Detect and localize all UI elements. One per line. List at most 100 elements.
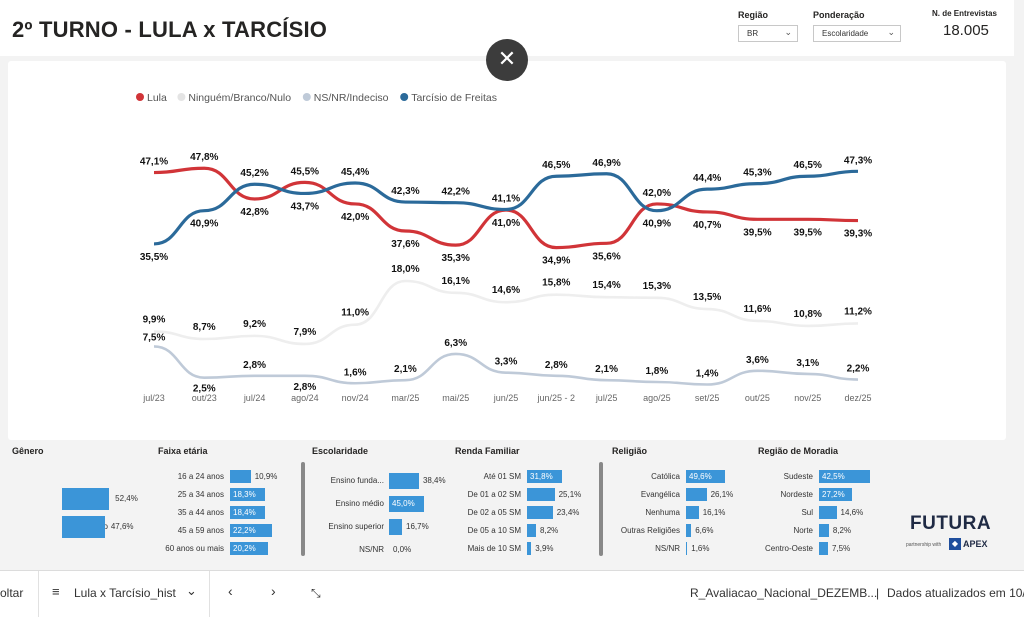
data-label: 40,7% [693, 220, 721, 231]
close-button[interactable]: ✕ [486, 39, 528, 81]
bar[interactable] [819, 542, 828, 555]
series-line-ns-nr-indeciso [153, 345, 859, 386]
bar-category-label: Norte [793, 525, 813, 535]
data-label: 40,9% [190, 219, 218, 230]
bar[interactable] [819, 506, 837, 519]
bar[interactable] [389, 473, 419, 489]
next-page-icon[interactable]: › [271, 583, 276, 599]
x-tick-label: jul/25 [595, 393, 618, 403]
bar[interactable] [230, 470, 251, 483]
chevron-down-icon[interactable]: ⌄ [186, 583, 197, 598]
partnership-text: partnership with [906, 542, 942, 548]
legend-label: NS/NR/Indeciso [314, 92, 389, 104]
bar-category-label: Ensino funda... [330, 476, 384, 485]
bar-value-label: 42,5% [822, 471, 845, 481]
section-title: Faixa etária [158, 446, 208, 456]
bar[interactable] [62, 488, 110, 510]
ponderacao-slicer[interactable]: Escolaridade ⌄ [813, 25, 901, 42]
report-name: R_Avaliacao_Nacional_DEZEMB... [690, 586, 878, 600]
data-label: 45,4% [341, 167, 369, 178]
data-label: 37,6% [391, 239, 419, 250]
series-line-ningu-m-branco-nulo [153, 279, 859, 346]
legend-marker [136, 93, 144, 101]
data-label: 11,6% [744, 304, 772, 315]
data-label: 2,1% [394, 364, 417, 375]
legend-label: Ninguém/Branco/Nulo [188, 92, 291, 104]
x-tick-label: ago/25 [643, 393, 671, 403]
bar[interactable] [527, 488, 555, 501]
bar[interactable] [389, 519, 403, 535]
legend-label: Lula [147, 92, 167, 104]
bar-value-label: 18,3% [233, 489, 256, 499]
data-label: 16,1% [442, 276, 470, 287]
section-title: Região de Moradia [758, 446, 839, 456]
back-button[interactable]: oltar [0, 586, 24, 600]
bar-value-label: 18,4% [233, 507, 256, 517]
bar[interactable] [686, 524, 692, 537]
legend-item: Lula [136, 92, 167, 104]
bar[interactable] [819, 488, 852, 501]
legend-marker [177, 93, 186, 101]
bar-value-label: 10,9% [254, 471, 278, 481]
bar-category-label: Mais de 10 SM [467, 543, 521, 553]
demographics-panel: GêneroFeminino52,4%Masculino47,6%Faixa e… [0, 440, 1014, 566]
bar[interactable] [230, 506, 265, 519]
bar[interactable] [527, 542, 532, 555]
bar-category-label: Centro-Oeste [764, 543, 813, 553]
data-label: 15,4% [592, 280, 620, 291]
bar[interactable] [686, 470, 726, 483]
bar[interactable] [230, 488, 265, 501]
x-tick-label: out/23 [192, 393, 217, 403]
x-tick-label: dez/25 [844, 393, 871, 403]
data-label: 45,3% [743, 168, 771, 179]
data-label: 11,0% [341, 308, 369, 319]
bar[interactable] [389, 496, 425, 512]
bar[interactable] [686, 542, 688, 555]
data-label: 46,5% [794, 160, 822, 171]
bar[interactable] [527, 524, 537, 537]
scrollbar[interactable] [599, 462, 603, 556]
x-tick-label: set/25 [695, 393, 720, 403]
bar[interactable] [527, 506, 553, 519]
chevron-down-icon: ⌄ [887, 27, 895, 37]
data-label: 42,2% [442, 187, 470, 198]
data-label: 18,0% [391, 264, 419, 275]
bar[interactable] [230, 524, 273, 537]
page-list-icon[interactable]: ≡ [52, 584, 60, 599]
bar[interactable] [686, 506, 699, 519]
chevron-down-icon: ⌄ [784, 27, 792, 37]
bar[interactable] [230, 542, 269, 555]
data-label: 9,9% [143, 315, 166, 326]
data-label: 7,9% [293, 327, 316, 338]
legend-marker [302, 93, 311, 101]
fullscreen-exit-icon[interactable]: ⤡ [311, 586, 321, 600]
x-tick-label: jun/25 - 2 [537, 393, 576, 403]
bar-category-label: De 02 a 05 SM [467, 507, 521, 517]
previous-page-icon[interactable]: ‹ [228, 583, 233, 599]
ponderacao-value: Escolaridade [822, 29, 869, 38]
page-selector[interactable]: Lula x Tarcísio_hist [74, 586, 176, 600]
line-chart: Lula Ninguém/Branco/Nulo NS/NR/Indeciso Tar… [136, 92, 872, 403]
regiao-slicer[interactable]: BR ⌄ [738, 25, 798, 42]
bar-value-label: 8,2% [540, 525, 559, 535]
x-tick-label: ago/24 [291, 393, 319, 403]
data-label: 9,2% [243, 319, 266, 330]
page-title: 2º TURNO - LULA x TARCÍSIO [12, 17, 328, 42]
bar[interactable] [62, 516, 105, 538]
bar[interactable] [527, 470, 562, 483]
bar-category-label: Sudeste [783, 471, 813, 481]
scrollbar[interactable] [301, 462, 305, 556]
data-label: 7,5% [143, 332, 166, 343]
bar[interactable] [819, 524, 829, 537]
data-label: 42,8% [240, 207, 268, 218]
bar[interactable] [819, 470, 870, 483]
bar-value-label: 16,1% [702, 507, 726, 517]
x-tick-label: jul/23 [142, 393, 165, 403]
legend-item: Ninguém/Branco/Nulo [177, 92, 291, 104]
section-title: Religião [612, 446, 648, 456]
data-label: 47,8% [190, 152, 218, 163]
data-label: 42,0% [643, 188, 671, 199]
data-label: 2,2% [847, 364, 870, 375]
data-label: 39,5% [743, 227, 771, 238]
bar[interactable] [686, 488, 707, 501]
